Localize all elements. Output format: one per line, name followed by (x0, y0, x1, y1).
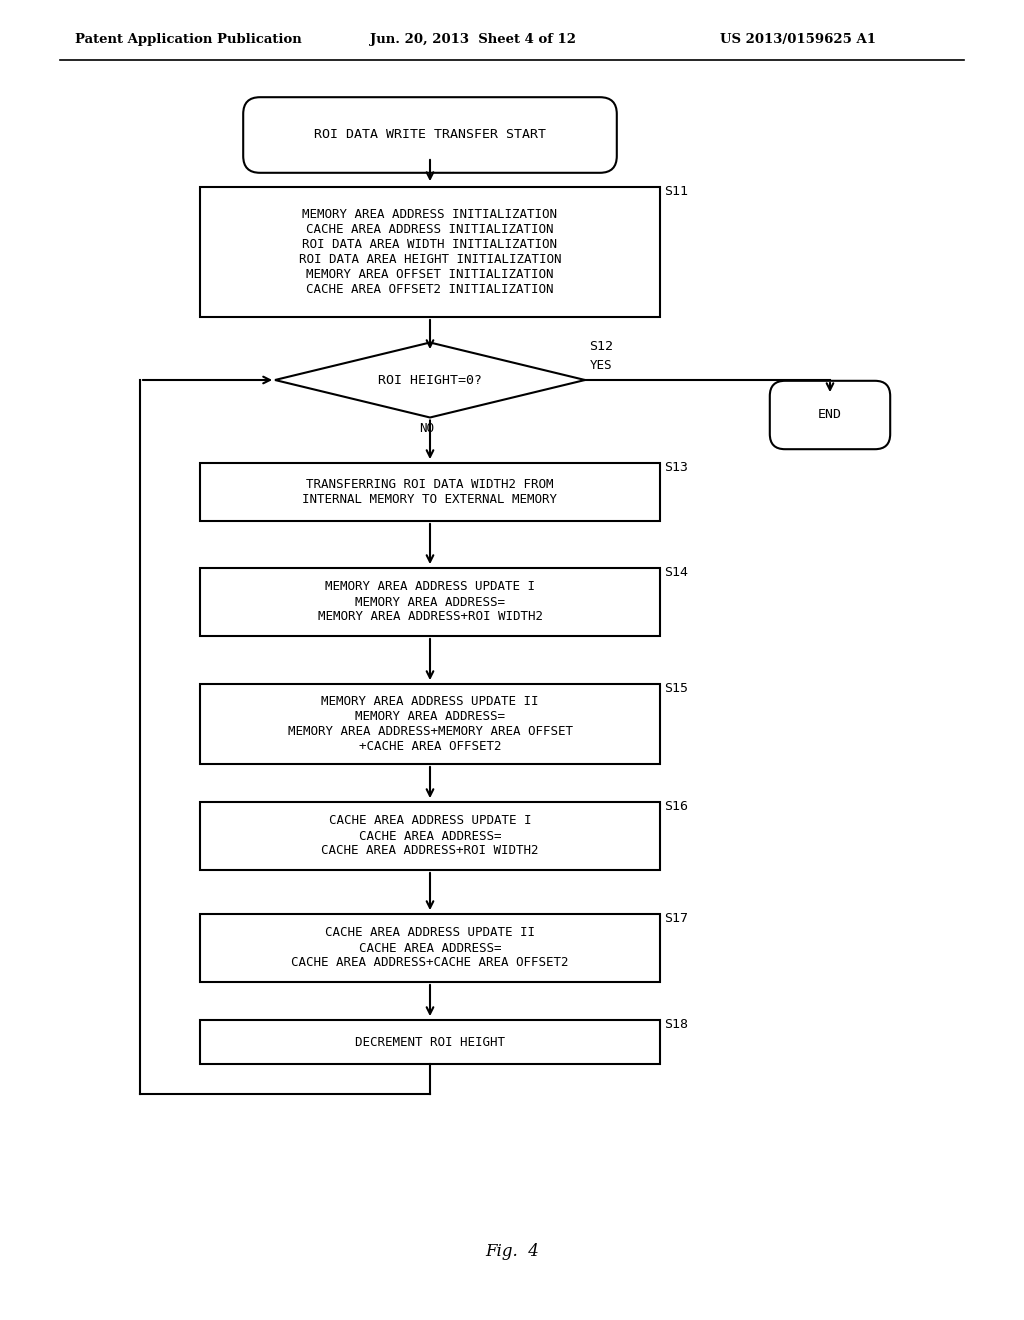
FancyBboxPatch shape (770, 380, 890, 449)
Bar (200, 187, 660, 317)
Bar (200, 1020, 660, 1064)
Text: CACHE AREA ADDRESS UPDATE I
CACHE AREA ADDRESS=
CACHE AREA ADDRESS+ROI WIDTH2: CACHE AREA ADDRESS UPDATE I CACHE AREA A… (322, 814, 539, 858)
Text: Fig.  4: Fig. 4 (485, 1243, 539, 1261)
Bar (200, 684, 660, 764)
Text: Jun. 20, 2013  Sheet 4 of 12: Jun. 20, 2013 Sheet 4 of 12 (370, 33, 575, 46)
Text: END: END (818, 408, 842, 421)
Text: S14: S14 (664, 566, 688, 579)
Text: US 2013/0159625 A1: US 2013/0159625 A1 (720, 33, 876, 46)
Text: TRANSFERRING ROI DATA WIDTH2 FROM
INTERNAL MEMORY TO EXTERNAL MEMORY: TRANSFERRING ROI DATA WIDTH2 FROM INTERN… (302, 478, 557, 506)
Text: S15: S15 (664, 682, 688, 696)
Bar (200, 913, 660, 982)
Text: MEMORY AREA ADDRESS INITIALIZATION
CACHE AREA ADDRESS INITIALIZATION
ROI DATA AR: MEMORY AREA ADDRESS INITIALIZATION CACHE… (299, 209, 561, 296)
Text: Patent Application Publication: Patent Application Publication (75, 33, 302, 46)
Text: S18: S18 (664, 1018, 688, 1031)
Text: MEMORY AREA ADDRESS UPDATE I
MEMORY AREA ADDRESS=
MEMORY AREA ADDRESS+ROI WIDTH2: MEMORY AREA ADDRESS UPDATE I MEMORY AREA… (317, 581, 543, 623)
Text: DECREMENT ROI HEIGHT: DECREMENT ROI HEIGHT (355, 1035, 505, 1048)
Text: CACHE AREA ADDRESS UPDATE II
CACHE AREA ADDRESS=
CACHE AREA ADDRESS+CACHE AREA O: CACHE AREA ADDRESS UPDATE II CACHE AREA … (291, 927, 568, 969)
Text: ROI DATA WRITE TRANSFER START: ROI DATA WRITE TRANSFER START (314, 128, 546, 141)
Text: MEMORY AREA ADDRESS UPDATE II
MEMORY AREA ADDRESS=
MEMORY AREA ADDRESS+MEMORY AR: MEMORY AREA ADDRESS UPDATE II MEMORY ARE… (288, 696, 572, 752)
Text: S13: S13 (664, 461, 688, 474)
Text: ROI HEIGHT=0?: ROI HEIGHT=0? (378, 374, 482, 387)
Text: S12: S12 (589, 341, 613, 354)
Text: NO: NO (420, 421, 434, 434)
Bar (200, 803, 660, 870)
Text: YES: YES (590, 359, 612, 372)
Text: S16: S16 (664, 800, 688, 813)
FancyBboxPatch shape (244, 98, 616, 173)
Bar (200, 568, 660, 636)
Bar (200, 463, 660, 521)
Text: S11: S11 (664, 185, 688, 198)
Polygon shape (275, 342, 585, 417)
Text: S17: S17 (664, 912, 688, 925)
